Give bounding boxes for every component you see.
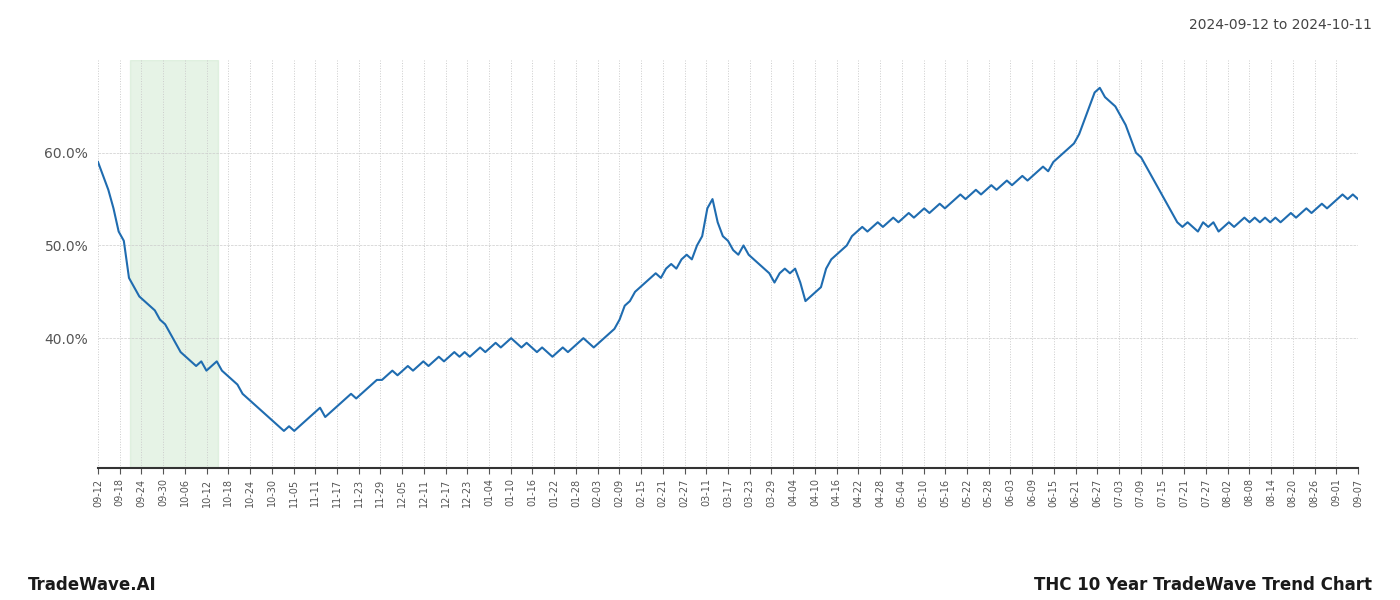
Text: THC 10 Year TradeWave Trend Chart: THC 10 Year TradeWave Trend Chart bbox=[1035, 576, 1372, 594]
Bar bbox=[129, 60, 218, 468]
Text: 2024-09-12 to 2024-10-11: 2024-09-12 to 2024-10-11 bbox=[1189, 18, 1372, 32]
Text: TradeWave.AI: TradeWave.AI bbox=[28, 576, 157, 594]
